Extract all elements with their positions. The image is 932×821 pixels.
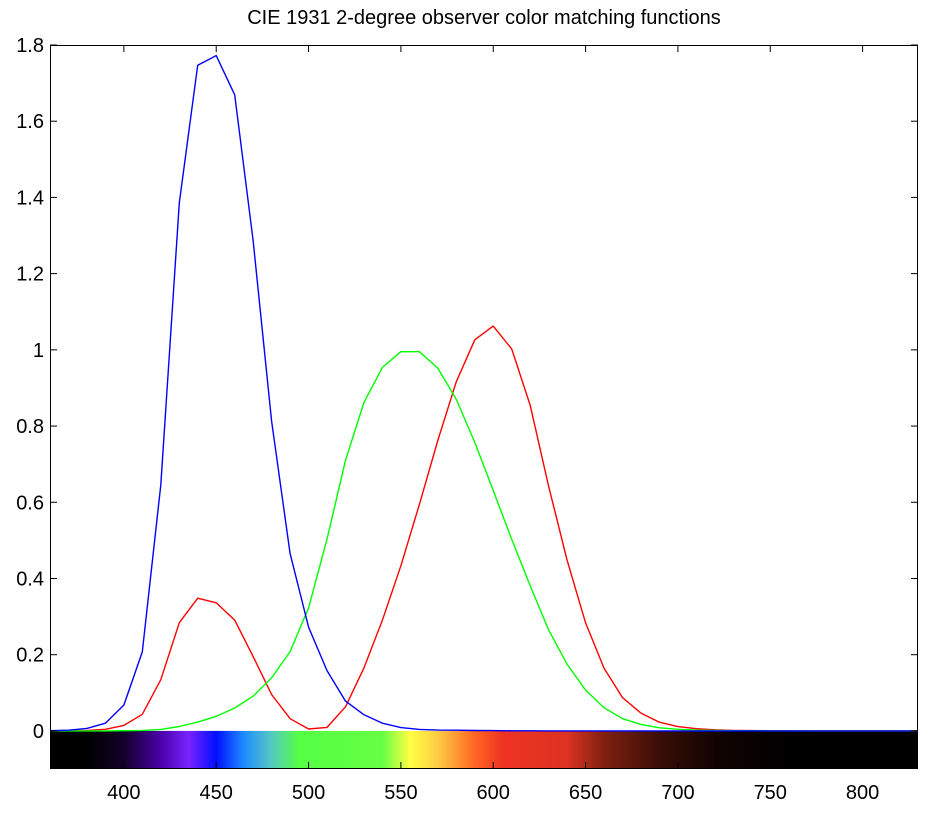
y-tick-label: 0.4 [16, 568, 44, 590]
plot-frame [50, 45, 918, 769]
spectrum-bar [50, 730, 918, 769]
x-tick-label: 500 [292, 782, 325, 804]
y-tick-label: 1 [33, 340, 44, 362]
x-tick-label: 450 [200, 782, 233, 804]
x-tick-label: 650 [569, 782, 602, 804]
x-tick-label: 700 [661, 782, 694, 804]
y-tick-label: 1.8 [16, 35, 44, 57]
chart-title: CIE 1931 2-degree observer color matchin… [247, 7, 721, 29]
y-tick-label: 1.4 [16, 187, 44, 209]
x-tick-label: 750 [754, 782, 787, 804]
y-tick-label: 0.6 [16, 492, 44, 514]
x-tick-label: 550 [384, 782, 417, 804]
series-layer [49, 54, 918, 732]
y-tick-label: 0.8 [16, 416, 44, 438]
y-tick-label: 1.6 [16, 111, 44, 133]
series-line-3 [49, 54, 918, 732]
x-tick-label: 600 [477, 782, 510, 804]
y-tick-label: 1.2 [16, 264, 44, 286]
x-tick-label: 400 [107, 782, 140, 804]
y-tick-label: 0.2 [16, 645, 44, 667]
plot-area [50, 45, 918, 769]
ticks-layer: 0 0.2 0.4 0.6 0.8 1 1.2 1.4 1.6 1.8 400 450 500 550 60… [16, 35, 918, 804]
y-tick-label: 0 [33, 721, 44, 743]
spectrum-bar-layer [50, 730, 918, 769]
x-tick-label: 800 [846, 782, 879, 804]
